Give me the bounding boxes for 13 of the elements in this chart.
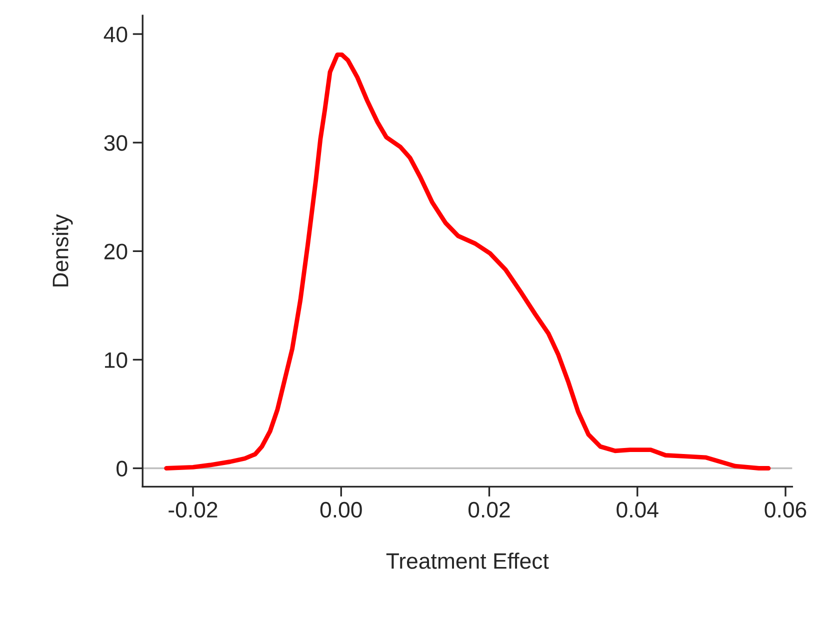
y-tick-label: 0 — [116, 460, 128, 477]
y-axis-title: Density — [52, 214, 73, 286]
x-axis-title: Treatment Effect — [386, 552, 549, 569]
y-tick-label: 20 — [104, 244, 128, 260]
x-tick-label: 0.06 — [764, 502, 806, 518]
y-tick-label: 30 — [104, 135, 128, 151]
x-tick-label: 0.04 — [616, 502, 658, 518]
x-tick-label: 0.02 — [468, 502, 510, 518]
y-tick-label: 10 — [105, 352, 128, 368]
y-tick-label: 40 — [104, 26, 128, 42]
x-tick-label: 0.00 — [320, 502, 362, 518]
x-tick-label: -0.02 — [168, 502, 218, 518]
line-series — [164, 52, 771, 470]
